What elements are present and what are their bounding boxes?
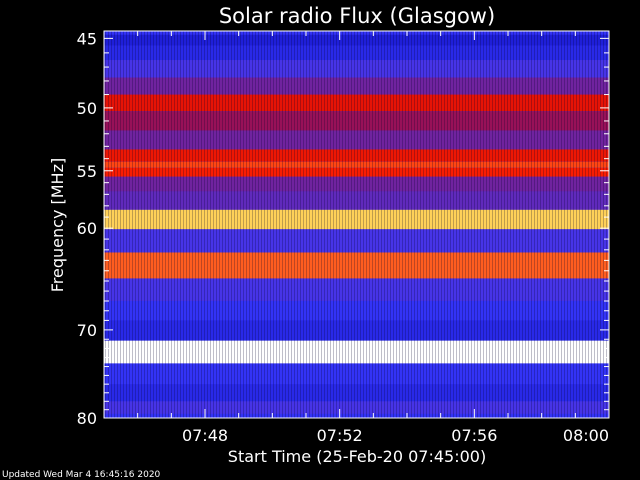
x-tick-label: 07:52 xyxy=(317,426,363,445)
spectrogram-texture xyxy=(104,31,609,418)
x-axis: 07:48 07:52 07:56 08:00 xyxy=(103,31,610,445)
updated-timestamp: Updated Wed Mar 4 16:45:16 2020 xyxy=(2,470,161,480)
y-axis-title: Frequency [MHz] xyxy=(48,158,67,292)
chart-title: Solar radio Flux (Glasgow) xyxy=(219,4,495,28)
y-tick-label: 55 xyxy=(77,162,97,181)
y-tick-label: 50 xyxy=(77,99,97,118)
y-tick-label: 70 xyxy=(77,321,97,340)
y-axis: 45 50 55 60 70 80 xyxy=(77,29,609,428)
x-tick-label: 07:48 xyxy=(182,426,228,445)
x-tick-label: 07:56 xyxy=(451,426,497,445)
x-axis-title: Start Time (25-Feb-20 07:45:00) xyxy=(228,447,486,466)
y-tick-label: 45 xyxy=(77,29,97,48)
y-tick-label: 80 xyxy=(77,409,97,428)
plot-frame xyxy=(103,30,610,419)
x-tick-label: 08:00 xyxy=(563,426,609,445)
y-tick-label: 60 xyxy=(77,219,97,238)
